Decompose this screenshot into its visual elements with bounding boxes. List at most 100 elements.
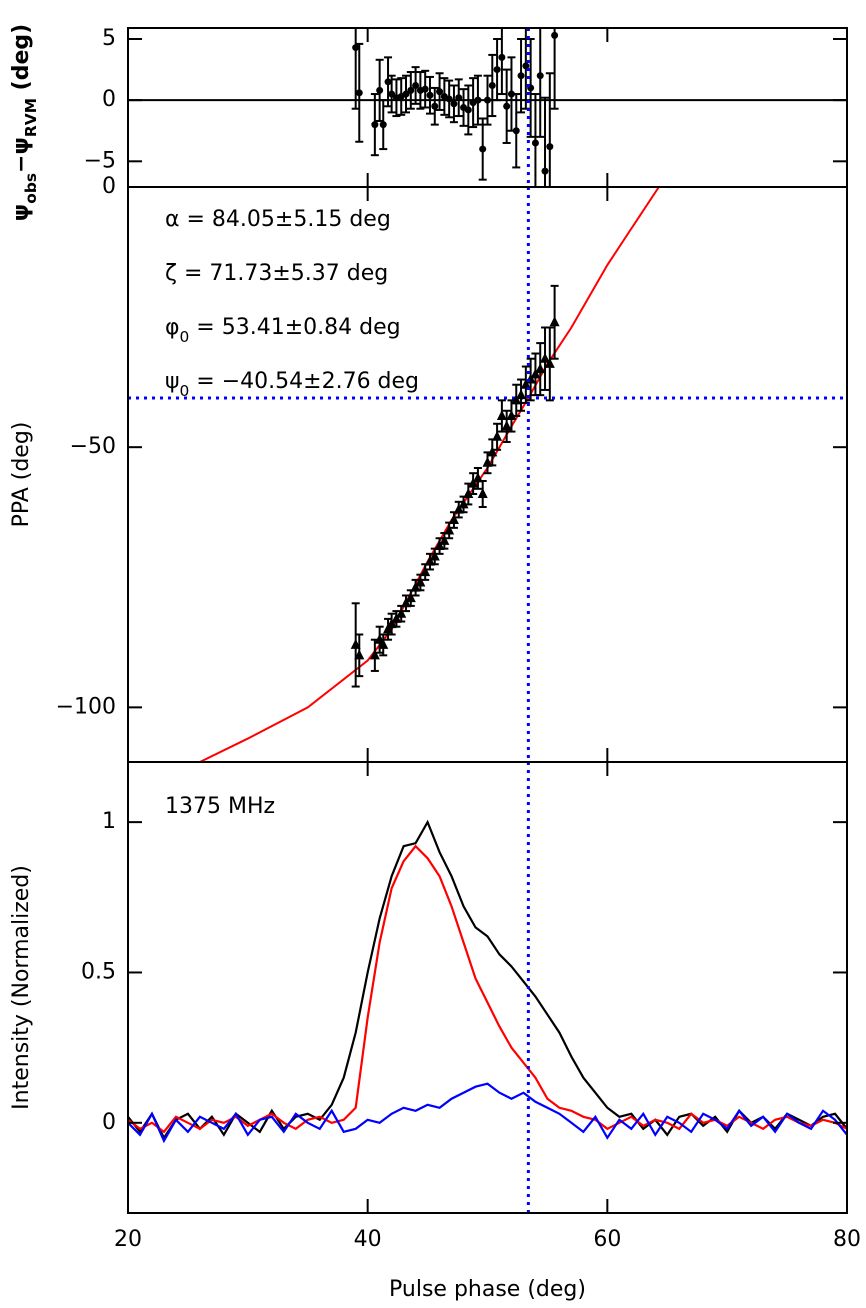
point — [531, 139, 539, 147]
point — [420, 566, 431, 577]
point — [378, 638, 389, 649]
point — [516, 389, 527, 400]
point — [424, 555, 435, 566]
x-tick-label: 40 — [354, 1227, 382, 1252]
point — [488, 81, 496, 89]
point — [507, 90, 515, 98]
x-tick-label: 20 — [114, 1227, 142, 1252]
point — [482, 456, 493, 467]
point — [522, 62, 530, 70]
point — [496, 409, 507, 420]
y-tick-label: 0 — [102, 1110, 116, 1135]
point — [474, 96, 482, 104]
annotation: α = 84.05±5.15 deg — [165, 207, 391, 232]
point — [472, 472, 483, 483]
point — [444, 524, 455, 535]
text-part: ζ = 71.73±5.37 deg — [165, 261, 388, 286]
text-part: α = 84.05±5.15 deg — [165, 207, 391, 232]
point — [450, 100, 458, 108]
point — [396, 607, 407, 618]
point — [384, 78, 392, 86]
point — [410, 581, 421, 592]
point — [549, 316, 560, 327]
point — [426, 91, 434, 99]
y-tick-label: −5 — [84, 148, 116, 173]
text-part: ψ — [9, 204, 34, 221]
point — [407, 86, 415, 94]
annotation: ζ = 71.73±5.37 deg — [165, 261, 388, 286]
point — [412, 81, 420, 89]
point — [376, 86, 384, 94]
point — [511, 394, 522, 405]
point — [506, 409, 517, 420]
text-part: 0 — [180, 328, 190, 346]
y-tick-label: 0 — [102, 174, 116, 199]
point — [487, 446, 498, 457]
point — [541, 167, 549, 175]
x-tick-label: 60 — [593, 1227, 621, 1252]
point — [498, 53, 506, 61]
point — [421, 85, 429, 93]
point — [429, 550, 440, 561]
point — [477, 488, 488, 499]
y-axis-label: Intensity (Normalized) — [9, 865, 34, 1110]
text-part: obs — [22, 173, 40, 204]
point — [493, 66, 501, 74]
profile-line — [128, 1082, 847, 1144]
point — [551, 31, 559, 39]
plot-area — [128, 187, 847, 762]
text-part: ψ — [165, 369, 180, 394]
point — [448, 514, 459, 525]
point — [501, 420, 512, 431]
y-axis-label: PPA (deg) — [9, 422, 34, 528]
point — [464, 106, 472, 114]
point — [445, 95, 453, 103]
text-part: 0 — [180, 382, 190, 400]
point — [402, 90, 410, 98]
point — [520, 378, 531, 389]
point — [535, 363, 546, 374]
text-part: −ψ — [9, 137, 34, 173]
text-part: Intensity (Normalized) — [9, 865, 34, 1110]
point — [352, 44, 360, 52]
point — [530, 368, 541, 379]
plot-area — [128, 762, 847, 1213]
text-part: RVM — [22, 98, 40, 137]
x-tick-label: 80 — [833, 1227, 861, 1252]
annotation: φ0 = 53.41±0.84 deg — [165, 315, 401, 346]
point — [458, 498, 469, 509]
point — [455, 94, 463, 102]
point — [453, 503, 464, 514]
point — [434, 540, 445, 551]
point — [431, 102, 439, 110]
point — [540, 352, 551, 363]
y-tick-label: 0.5 — [81, 959, 116, 984]
point — [369, 649, 380, 660]
text-part: (deg) — [9, 24, 34, 98]
point — [391, 612, 402, 623]
profile-line — [128, 844, 847, 1134]
point — [512, 127, 520, 135]
text-part: = −40.54±2.76 deg — [189, 369, 419, 394]
point — [517, 72, 525, 80]
y-tick-label: −100 — [56, 694, 116, 719]
point — [463, 488, 474, 499]
annotation: ψ0 = −40.54±2.76 deg — [165, 369, 419, 400]
point — [379, 121, 387, 129]
text-part: PPA (deg) — [9, 422, 34, 528]
point — [383, 623, 394, 634]
point — [401, 597, 412, 608]
point — [479, 145, 487, 153]
text-part: = 53.41±0.84 deg — [189, 315, 400, 340]
point — [484, 96, 491, 104]
point — [544, 357, 555, 368]
y-tick-label: 5 — [102, 26, 116, 51]
y-axis-label: ψobs−ψRVM (deg) — [9, 24, 40, 221]
point — [503, 102, 511, 110]
point — [355, 89, 363, 97]
frame — [127, 761, 848, 1214]
profile-line — [128, 819, 847, 1141]
point — [492, 430, 503, 441]
